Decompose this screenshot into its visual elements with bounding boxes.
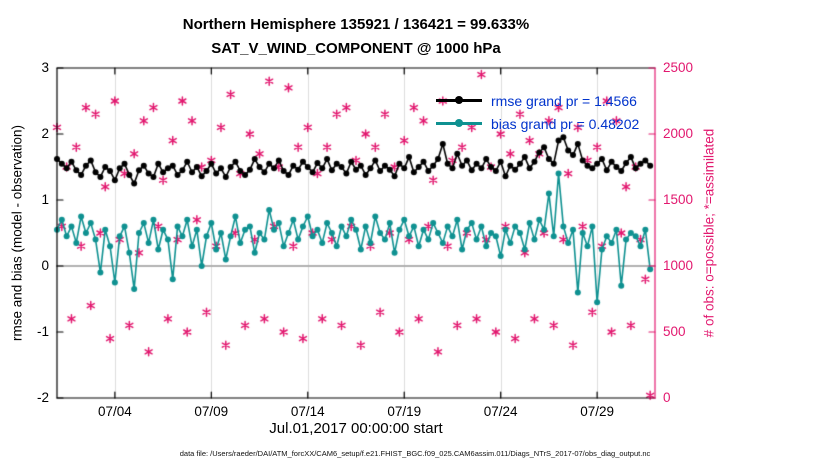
y-left-tick-label: 0 (41, 258, 49, 273)
data-file-caption: data file: /Users/raeder/DAI/ATM_forcXX/… (179, 449, 651, 458)
y-left-tick-label: 2 (41, 126, 49, 141)
y-left-tick-label: 1 (41, 192, 49, 207)
y-right-tick-label: 2000 (663, 126, 694, 141)
y-right-tick-label: 1500 (663, 192, 694, 207)
rmse-marker-icon (455, 96, 463, 105)
x-tick-label: 07/29 (580, 404, 615, 419)
legend-item-bias: bias grand pr = 0.48202 (436, 112, 639, 135)
chart-subtitle: SAT_V_WIND_COMPONENT @ 1000 hPa (211, 40, 501, 57)
x-tick-label: 07/14 (290, 404, 325, 419)
y-axis-label-right: # of obs: o=possible; *=assimilated (701, 128, 717, 338)
y-left-tick-label: 3 (41, 60, 49, 75)
x-tick-label: 07/19 (387, 404, 422, 419)
x-tick-label: 07/24 (483, 404, 518, 419)
chart-title: Northern Hemisphere 135921 / 136421 = 99… (182, 16, 530, 33)
x-tick-label: 07/04 (97, 404, 132, 419)
x-tick-label: 07/09 (194, 404, 229, 419)
legend-label-bias: bias grand pr = 0.48202 (491, 115, 640, 132)
legend-item-rmse: rmse grand pr = 1.4566 (436, 89, 639, 112)
legend: rmse grand pr = 1.4566 bias grand pr = 0… (436, 89, 639, 135)
legend-label-rmse: rmse grand pr = 1.4566 (491, 92, 637, 109)
y-right-tick-label: 1000 (663, 258, 694, 273)
y-left-tick-label: -2 (36, 390, 49, 405)
y-axis-label-left: rmse and bias (model - observation) (9, 124, 25, 342)
y-right-tick-label: 0 (663, 390, 671, 405)
x-axis-label: Jul.01,2017 00:00:00 start (269, 420, 443, 437)
bias-marker-icon (455, 119, 463, 128)
y-right-tick-label: 2500 (663, 60, 694, 75)
rmse-line-sample (436, 96, 482, 105)
y-right-tick-label: 500 (663, 324, 686, 339)
y-left-tick-label: -1 (36, 324, 49, 339)
bias-line-sample (436, 119, 482, 128)
